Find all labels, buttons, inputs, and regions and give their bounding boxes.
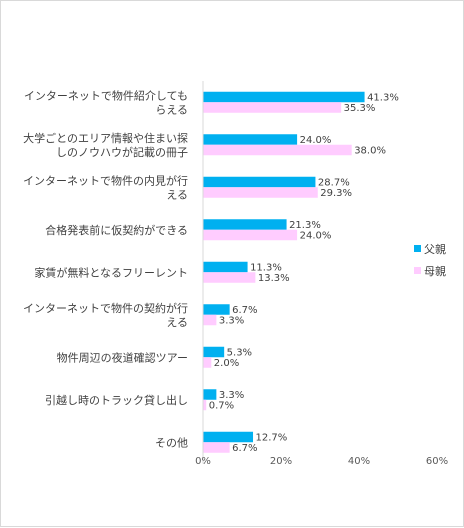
bar-father — [203, 219, 287, 230]
bar-mother — [203, 314, 217, 326]
value-label-mother: 38.0% — [354, 145, 386, 156]
bar-father — [203, 91, 365, 103]
value-label-mother: 24.0% — [300, 230, 332, 241]
category-label: える — [166, 188, 188, 201]
category-label: インターネットで物件の契約が行 — [23, 301, 188, 315]
value-label-mother: 13.3% — [258, 273, 290, 284]
category-label: インターネットで物件紹介しても — [24, 88, 188, 102]
bar-father — [203, 346, 225, 358]
bar-father — [203, 261, 248, 273]
value-label-father: 3.3% — [219, 390, 244, 401]
value-label-father: 28.7% — [318, 177, 350, 188]
legend-swatch-father — [414, 245, 421, 252]
x-tick-label: 20% — [270, 456, 292, 467]
x-tick-label: 60% — [426, 456, 448, 467]
category-label: える — [166, 316, 188, 329]
bar-mother — [203, 272, 256, 283]
value-label-father: 11.3% — [250, 262, 282, 273]
value-label-mother: 29.3% — [320, 188, 352, 199]
bar-mother — [203, 102, 342, 113]
value-label-father: 12.7% — [256, 432, 288, 443]
value-label-mother: 0.7% — [209, 400, 234, 411]
bar-father — [203, 389, 217, 400]
bar-father — [203, 176, 316, 188]
category-label: その他 — [155, 436, 188, 449]
category-label: 合格発表前に仮契約ができる — [45, 223, 188, 237]
bar-mother — [203, 229, 298, 241]
value-label-father: 24.0% — [300, 135, 332, 146]
value-label-father: 6.7% — [232, 305, 257, 316]
category-label: 家賃が無料となるフリーレント — [34, 265, 188, 279]
bar-mother — [203, 187, 318, 198]
bar-mother — [203, 442, 230, 453]
category-label: しのノウハウが記載の冊子 — [56, 145, 188, 159]
category-label: 引越し時のトラック貸し出し — [45, 393, 188, 407]
legend-swatch-mother — [414, 267, 421, 274]
value-label-father: 21.3% — [289, 220, 321, 231]
x-tick-label: 40% — [348, 456, 370, 467]
bar-father — [203, 134, 298, 145]
bar-father — [203, 431, 254, 443]
value-label-mother: 2.0% — [214, 358, 239, 369]
value-label-mother: 6.7% — [232, 443, 257, 454]
legend-label-father: 父親 — [424, 243, 446, 256]
category-label: 大学ごとのエリア情報や住まい探 — [23, 131, 188, 145]
value-label-father: 5.3% — [227, 347, 252, 358]
bar-father — [203, 304, 230, 315]
category-label: インターネットで物件の内見が行 — [23, 173, 188, 187]
value-label-father: 41.3% — [367, 92, 399, 103]
bar-mother — [203, 357, 212, 368]
bar-mother — [203, 144, 352, 156]
bar-mother — [203, 399, 207, 411]
x-tick-label: 0% — [195, 456, 211, 467]
category-label: 物件周辺の夜道確認ツアー — [57, 350, 188, 364]
value-label-mother: 3.3% — [219, 315, 244, 326]
category-label: らえる — [155, 103, 188, 116]
value-label-mother: 35.3% — [344, 103, 376, 114]
legend-label-mother: 母親 — [424, 265, 446, 278]
